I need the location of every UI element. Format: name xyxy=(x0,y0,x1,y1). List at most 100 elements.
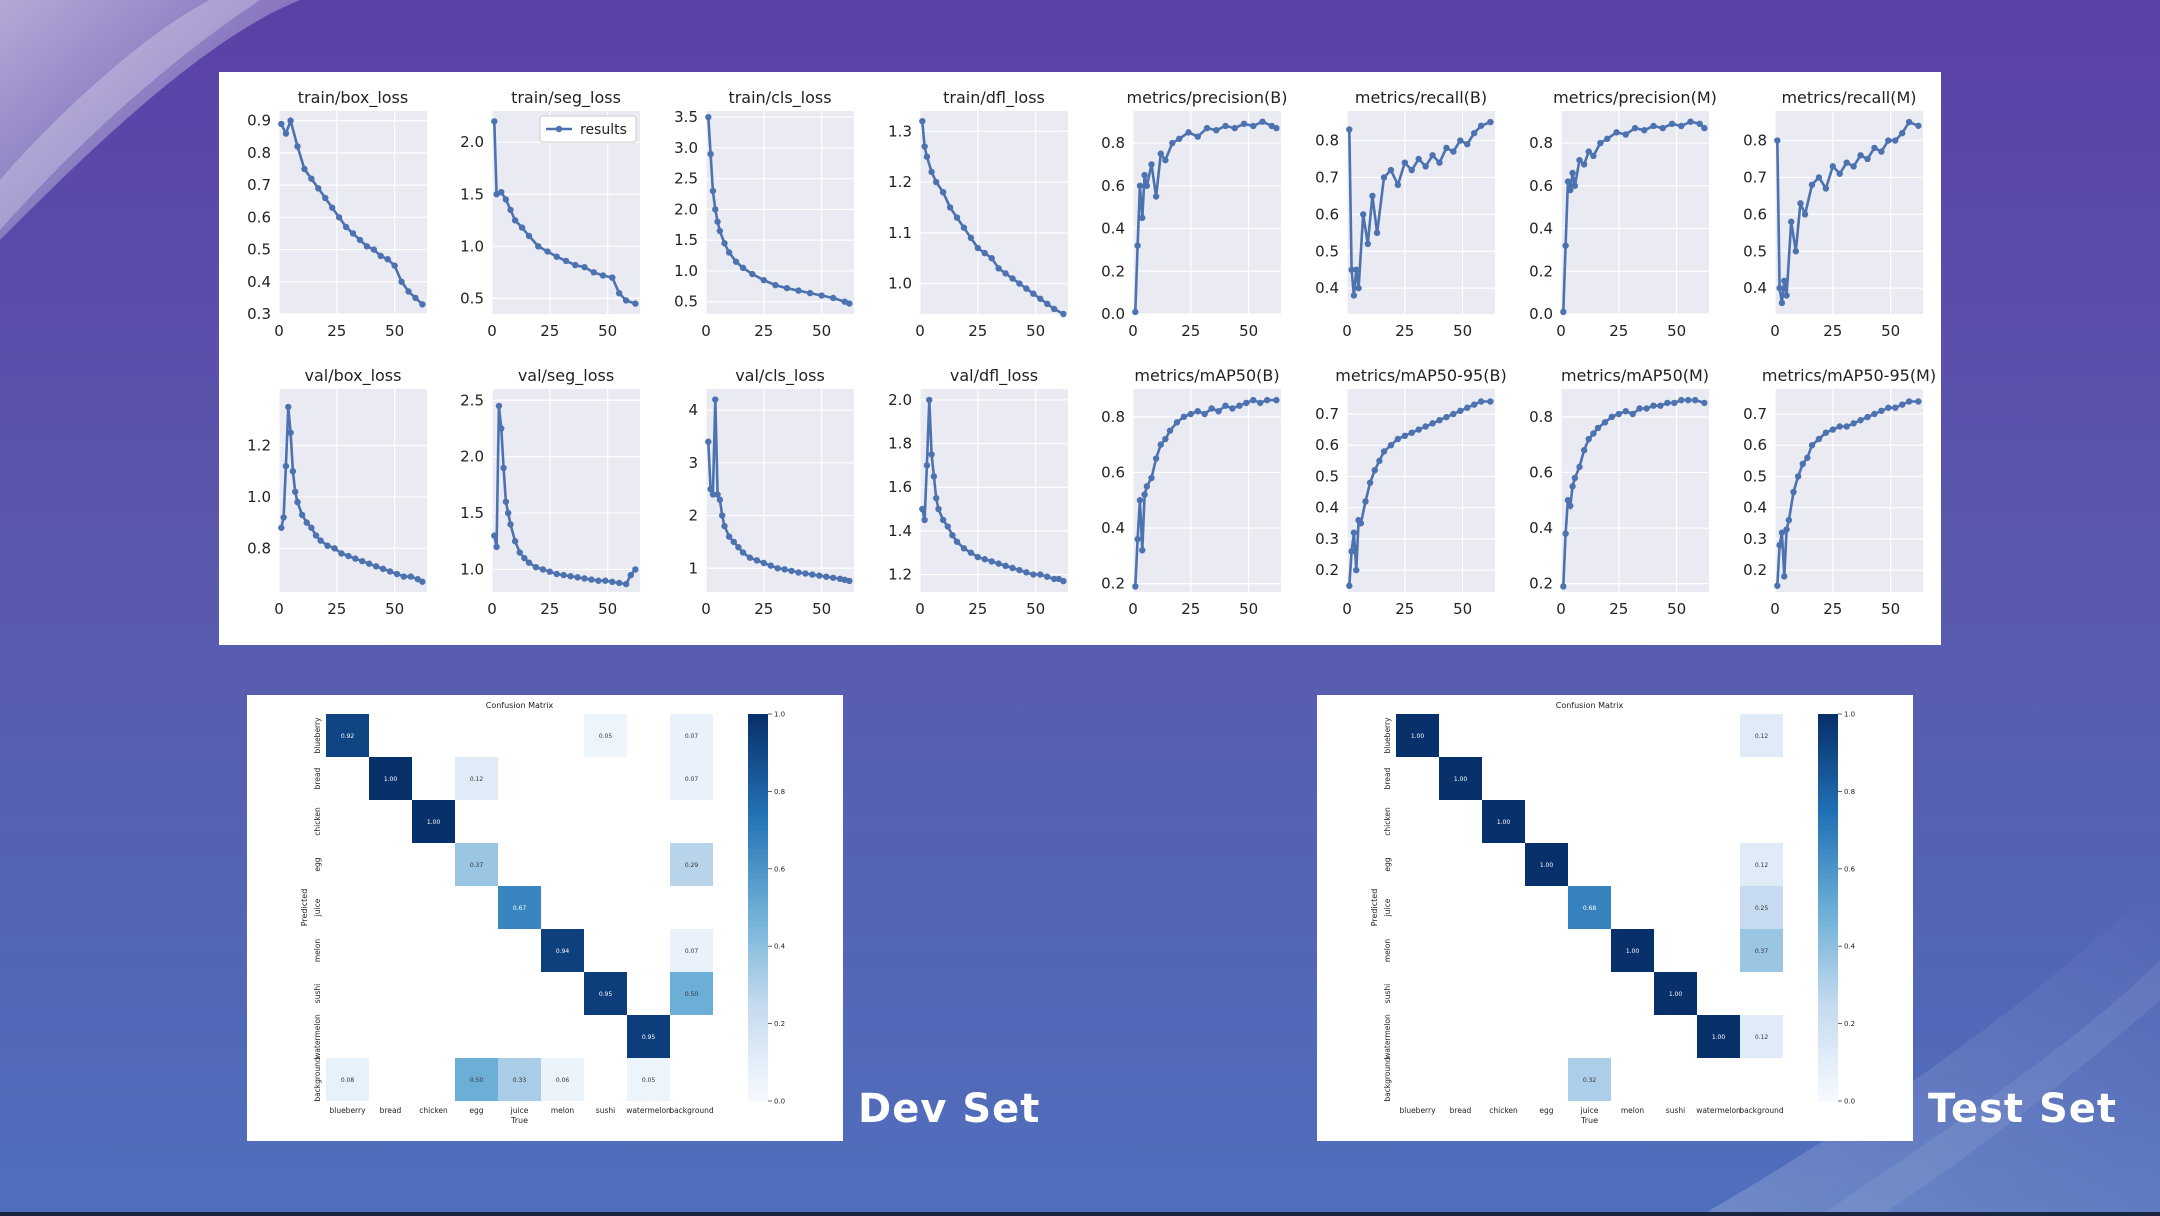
matrix-cell xyxy=(412,800,455,843)
data-point xyxy=(1148,161,1155,168)
data-point xyxy=(1836,423,1843,430)
data-point xyxy=(504,509,512,517)
colorbar-tick-label: 0.4 xyxy=(774,943,786,951)
cell-value: 0.12 xyxy=(1755,862,1769,869)
data-point xyxy=(539,566,547,573)
data-point xyxy=(1691,396,1699,404)
y-tick-label: 1.4 xyxy=(888,522,912,540)
x-class-label: bread xyxy=(1450,1106,1472,1115)
y-tick-label: 0.0 xyxy=(1529,305,1553,323)
colorbar-segment xyxy=(1818,912,1838,918)
data-point xyxy=(312,532,320,539)
cell-value: 0.25 xyxy=(1755,905,1769,912)
plot-area xyxy=(492,389,640,592)
data-point xyxy=(967,549,975,556)
x-tick-label: 0 xyxy=(1342,322,1352,340)
matrix-cell xyxy=(326,714,369,757)
colorbar-segment xyxy=(748,878,768,885)
y-tick-label: 4 xyxy=(688,401,698,419)
colorbar-segment xyxy=(748,873,768,880)
colorbar-segment xyxy=(1818,767,1838,773)
data-point xyxy=(393,570,401,578)
data-point xyxy=(1774,582,1781,589)
data-point xyxy=(919,505,926,513)
colorbar-segment xyxy=(748,791,768,798)
colorbar-segment xyxy=(748,1096,768,1102)
x-tick-label: 25 xyxy=(1395,322,1414,340)
subplot-title: metrics/recall(M) xyxy=(1781,88,1916,107)
data-point xyxy=(1353,566,1360,574)
colorbar-segment xyxy=(1818,936,1838,943)
data-point xyxy=(1450,410,1457,418)
data-point xyxy=(1222,402,1229,409)
data-point xyxy=(1139,214,1146,222)
data-point xyxy=(1222,122,1229,130)
data-point xyxy=(846,300,853,307)
cell-value: 0.50 xyxy=(470,1077,484,1084)
data-point xyxy=(500,464,507,472)
matrix-title: Confusion Matrix xyxy=(1556,701,1624,710)
data-point xyxy=(1684,396,1692,404)
data-point xyxy=(1457,137,1464,144)
x-tick-label: 0 xyxy=(701,600,711,618)
data-point xyxy=(739,264,747,272)
colorbar-segment xyxy=(748,946,768,952)
colorbar-segment xyxy=(1818,951,1838,957)
y-tick-label: 0.6 xyxy=(1315,436,1339,454)
dev-confusion-matrix-panel: Confusion Matrix 0.92 0.05 0.07 1.00 0.12 0.07… xyxy=(247,695,843,1141)
x-tick-label: 50 xyxy=(385,600,404,618)
data-point xyxy=(1569,169,1576,177)
y-tick-label: 0.4 xyxy=(1743,499,1767,517)
data-point xyxy=(632,566,639,573)
colorbar-segment xyxy=(748,955,768,962)
data-point xyxy=(1143,483,1151,490)
data-point xyxy=(809,571,816,578)
colorbar-segment xyxy=(1818,1004,1838,1010)
data-point xyxy=(1594,424,1602,432)
data-point xyxy=(498,425,505,432)
subplot-title: train/dfl_loss xyxy=(943,88,1045,108)
colorbar-segment xyxy=(1818,1091,1838,1097)
data-point xyxy=(1696,120,1703,128)
data-point xyxy=(400,573,408,580)
colorbar-segment xyxy=(748,989,768,996)
colorbar-segment xyxy=(748,1076,768,1083)
cell-value: 0.94 xyxy=(556,948,570,955)
data-point xyxy=(1148,474,1155,482)
data-point xyxy=(816,572,823,579)
y-tick-label: 0.2 xyxy=(1101,262,1125,280)
colorbar-segment xyxy=(1818,1081,1838,1088)
colorbar-segment xyxy=(1818,955,1838,962)
data-point xyxy=(1631,124,1639,132)
data-point xyxy=(921,143,928,150)
colorbar-segment xyxy=(1818,839,1838,846)
data-point xyxy=(553,570,560,578)
colorbar-tick-label: 1.0 xyxy=(774,711,785,719)
y-tick-label: 0.5 xyxy=(1315,467,1339,485)
colorbar-segment xyxy=(748,883,768,889)
x-tick-label: 0 xyxy=(1556,600,1566,618)
data-point xyxy=(1215,408,1222,415)
colorbar-segment xyxy=(748,951,768,957)
y-tick-label: 0.2 xyxy=(1529,575,1553,593)
colorbar-segment xyxy=(1818,786,1838,793)
colorbar-segment xyxy=(1818,1013,1838,1020)
colorbar-tick-label: 0.6 xyxy=(1844,865,1856,873)
colorbar-tick-label: 0.2 xyxy=(774,1020,785,1028)
data-point xyxy=(928,451,935,458)
colorbar-segment xyxy=(1818,941,1838,947)
y-tick-label: 1.1 xyxy=(888,224,912,242)
colorbar-segment xyxy=(1818,747,1838,754)
x-class-label: blueberry xyxy=(1399,1106,1436,1115)
colorbar-segment xyxy=(1818,1009,1838,1015)
x-tick-label: 25 xyxy=(1395,600,1414,618)
plot-area xyxy=(1775,111,1923,314)
matrix-cell xyxy=(1697,1015,1740,1058)
data-point xyxy=(308,524,315,531)
cell-value: 0.12 xyxy=(1755,1034,1769,1041)
data-point xyxy=(1355,284,1362,292)
data-point xyxy=(1263,396,1271,404)
data-point xyxy=(581,575,588,582)
data-point xyxy=(1401,432,1409,440)
x-class-label: melon xyxy=(551,1106,575,1115)
